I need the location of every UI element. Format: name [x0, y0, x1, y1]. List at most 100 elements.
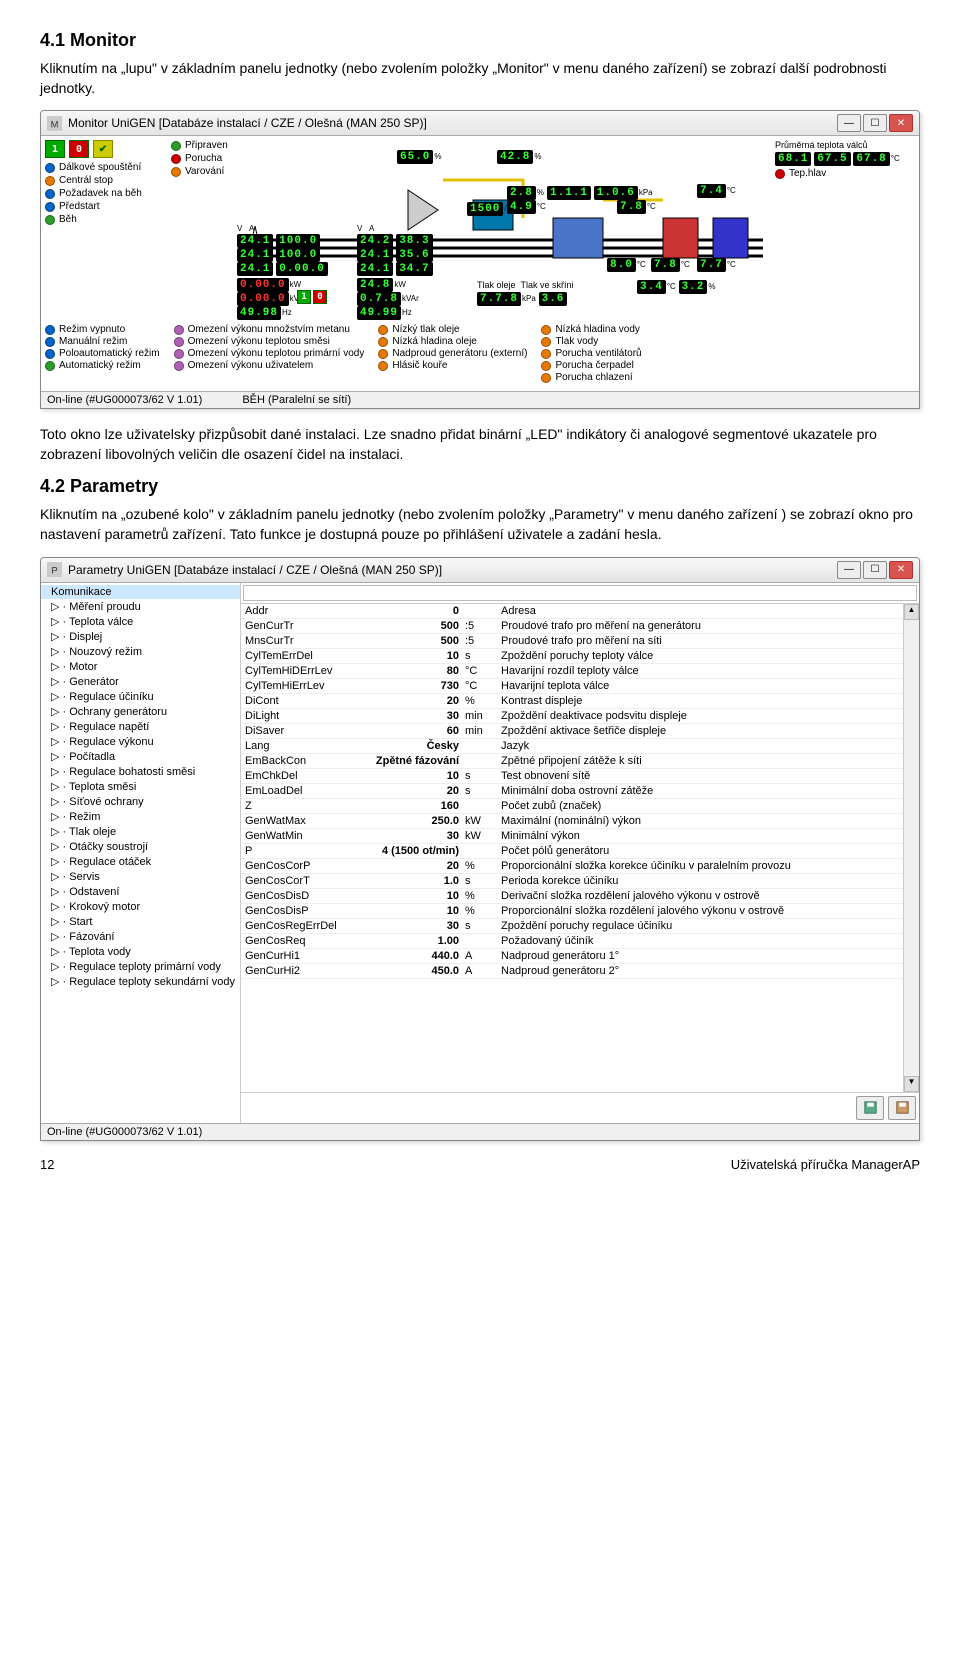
label: Průměrná teplota válců	[775, 140, 915, 150]
table-row[interactable]: EmChkDel10sTest obnovení sítě	[241, 768, 903, 783]
tree-item[interactable]: ▷ · Regulace účiníku	[41, 689, 240, 704]
tree-item[interactable]: ▷ · Teplota vody	[41, 944, 240, 959]
tree-item[interactable]: ▷ · Motor	[41, 659, 240, 674]
tree-item[interactable]: ▷ · Odstavení	[41, 884, 240, 899]
tree-item[interactable]: ▷ · Ochrany generátoru	[41, 704, 240, 719]
seg: 34.7	[396, 262, 432, 276]
params-titlebar: P Parametry UniGEN [Databáze instalací /…	[41, 558, 919, 583]
tree-item[interactable]: ▷ · Režim	[41, 809, 240, 824]
tree-item[interactable]: ▷ · Tlak oleje	[41, 824, 240, 839]
status-center: BĚH (Paralelní se sítí)	[242, 394, 351, 406]
table-row[interactable]: MnsCurTr500:5Proudové trafo pro měření n…	[241, 633, 903, 648]
table-row[interactable]: DiLight30minZpoždění deaktivace podsvitu…	[241, 708, 903, 723]
tree-item[interactable]: ▷ · Krokový motor	[41, 899, 240, 914]
table-row[interactable]: CylTemErrDel10sZpoždění poruchy teploty …	[241, 648, 903, 663]
tree-item[interactable]: ▷ · Fázování	[41, 929, 240, 944]
tree-item[interactable]: ▷ · Servis	[41, 869, 240, 884]
close-button[interactable]: ✕	[889, 114, 913, 132]
tree-item[interactable]: ▷ · Počítadla	[41, 749, 240, 764]
tree-item[interactable]: ▷ · Regulace bohatosti směsi	[41, 764, 240, 779]
tree-item[interactable]: ▷ · Měření proudu	[41, 599, 240, 614]
seg: 24.1	[237, 248, 273, 262]
tree-item[interactable]: ▷ · Generátor	[41, 674, 240, 689]
seg: 24.8	[357, 278, 393, 292]
svg-text:M: M	[51, 119, 59, 129]
label: Tlak ve skříni	[521, 280, 574, 290]
filter-input[interactable]	[243, 585, 917, 601]
monitor-title: Monitor UniGEN [Databáze instalací / CZE…	[68, 116, 427, 130]
led-row: Varování	[171, 166, 231, 177]
tree-item[interactable]: ▷ · Nouzový režim	[41, 644, 240, 659]
table-row[interactable]: GenCosCorP20%Proporcionální složka korek…	[241, 858, 903, 873]
heading-params: 4.2 Parametry	[40, 476, 920, 497]
save-button[interactable]	[856, 1096, 884, 1120]
params-window: P Parametry UniGEN [Databáze instalací /…	[40, 557, 920, 1141]
seg: 7.4	[697, 184, 726, 198]
seg: 0.7.8	[357, 292, 401, 306]
table-row[interactable]: GenCosCorT1.0sPerioda korekce účiníku	[241, 873, 903, 888]
table-row[interactable]: GenCurHi1440.0ANadproud generátoru 1°	[241, 948, 903, 963]
tree-item[interactable]: ▷ · Displej	[41, 629, 240, 644]
seg: 0.00.0	[276, 262, 328, 276]
app-icon: M	[47, 116, 62, 131]
table-row[interactable]: CylTemHiErrLev730°CHavarijní teplota vál…	[241, 678, 903, 693]
table-row[interactable]: GenCosRegErrDel30sZpoždění poruchy regul…	[241, 918, 903, 933]
save-button-2[interactable]	[888, 1096, 916, 1120]
seg: 0.00.0	[237, 292, 289, 306]
seg: 4.9	[507, 200, 536, 214]
led-row: Nízká hladina oleje	[378, 336, 527, 347]
seg: 100.0	[276, 248, 320, 262]
param-tree[interactable]: Komunikace▷ · Měření proudu▷ · Teplota v…	[41, 583, 241, 1123]
minimize-button[interactable]: —	[837, 561, 861, 579]
table-row[interactable]: LangČeskyJazyk	[241, 738, 903, 753]
outro-monitor: Toto okno lze uživatelsky přizpůsobit da…	[40, 425, 920, 464]
table-row[interactable]: GenCurHi2450.0ANadproud generátoru 2°	[241, 963, 903, 978]
tree-item[interactable]: ▷ · Regulace teploty primární vody	[41, 959, 240, 974]
table-row[interactable]: DiCont20%Kontrast displeje	[241, 693, 903, 708]
monitor-window: M Monitor UniGEN [Databáze instalací / C…	[40, 110, 920, 409]
led-row: Dálkové spouštění	[45, 162, 165, 173]
svg-text:P: P	[51, 565, 57, 575]
table-row[interactable]: GenCosReq1.00Požadovaný účiník	[241, 933, 903, 948]
tree-item[interactable]: ▷ · Regulace teploty sekundární vody	[41, 974, 240, 989]
close-button[interactable]: ✕	[889, 561, 913, 579]
table-row[interactable]: EmLoadDel20sMinimální doba ostrovní zátě…	[241, 783, 903, 798]
tree-item[interactable]: ▷ · Síťové ochrany	[41, 794, 240, 809]
seg: 35.6	[396, 248, 432, 262]
table-row[interactable]: Addr0Adresa	[241, 604, 903, 619]
tree-item[interactable]: ▷ · Teplota směsi	[41, 779, 240, 794]
table-row[interactable]: GenWatMax250.0kWMaximální (nominální) vý…	[241, 813, 903, 828]
label: Tlak oleje	[477, 280, 516, 290]
table-row[interactable]: P4 (1500 ot/min)Počet pólů generátoru	[241, 843, 903, 858]
table-row[interactable]: GenCosDisD10%Derivační složka rozdělení …	[241, 888, 903, 903]
led-row: Centrál stop	[45, 175, 165, 186]
tree-item[interactable]: ▷ · Regulace výkonu	[41, 734, 240, 749]
table-row[interactable]: EmBackConZpětné fázováníZpětné připojení…	[241, 753, 903, 768]
led-row: Omezení výkonu teplotou primární vody	[174, 348, 365, 359]
table-row[interactable]: GenWatMin30kWMinimální výkon	[241, 828, 903, 843]
tree-item[interactable]: ▷ · Regulace otáček	[41, 854, 240, 869]
table-row[interactable]: GenCosDisP10%Proporcionální složka rozdě…	[241, 903, 903, 918]
minimize-button[interactable]: —	[837, 114, 861, 132]
intro-params: Kliknutím na „ozubené kolo" v základním …	[40, 505, 920, 544]
tree-item[interactable]: ▷ · Start	[41, 914, 240, 929]
table-row[interactable]: GenCurTr500:5Proudové trafo pro měření n…	[241, 618, 903, 633]
maximize-button[interactable]: ☐	[863, 114, 887, 132]
seg: 3.2	[679, 280, 708, 294]
table-row[interactable]: Z160Počet zubů (značek)	[241, 798, 903, 813]
table-row[interactable]: DiSaver60minZpoždění aktivace šetřiče di…	[241, 723, 903, 738]
disk-icon	[896, 1101, 909, 1114]
tree-item[interactable]: ▷ · Otáčky soustrojí	[41, 839, 240, 854]
led-row: Porucha	[171, 153, 231, 164]
table-row[interactable]: CylTemHiDErrLev80°CHavarijní rozdíl tepl…	[241, 663, 903, 678]
tree-item[interactable]: Komunikace	[41, 585, 240, 599]
seg: 100.0	[276, 234, 320, 248]
tree-item[interactable]: ▷ · Teplota válce	[41, 614, 240, 629]
maximize-button[interactable]: ☐	[863, 561, 887, 579]
seg: 49.98	[237, 306, 281, 320]
led-row: Omezení výkonu teplotou směsi	[174, 336, 365, 347]
led-row: Porucha ventilátorů	[541, 348, 641, 359]
warning-indicator: ✔	[93, 140, 113, 158]
scrollbar[interactable]: ▲ ▼	[903, 604, 919, 1092]
tree-item[interactable]: ▷ · Regulace napětí	[41, 719, 240, 734]
